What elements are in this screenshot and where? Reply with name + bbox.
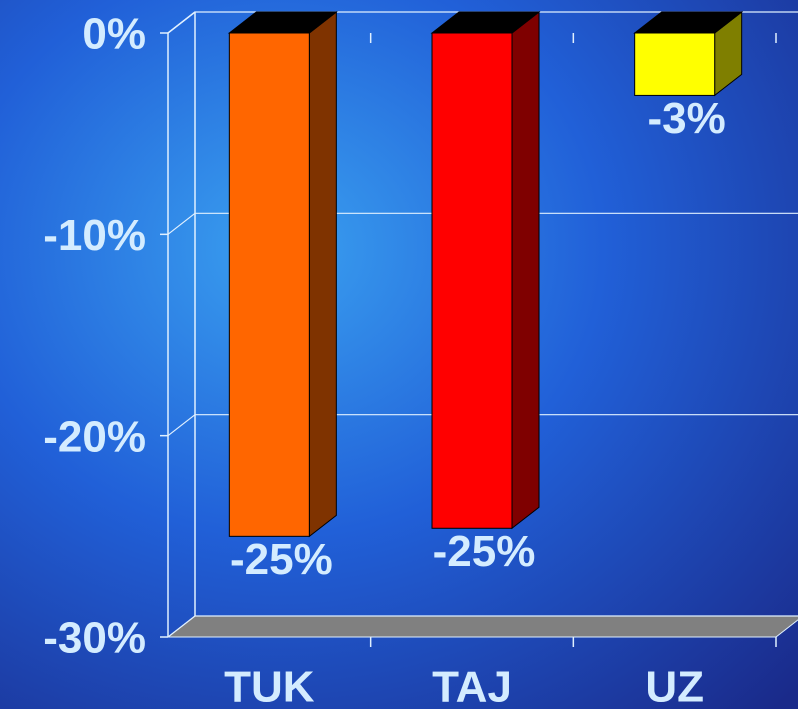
- bar: [431, 32, 513, 529]
- y-tick-label: 0%: [82, 10, 146, 59]
- y-tick-label: -10%: [43, 211, 146, 260]
- grid-line: [167, 11, 798, 34]
- y-tick-label: -30%: [43, 614, 146, 663]
- value-label: -25%: [433, 527, 536, 576]
- x-tick-label: TAJ: [432, 663, 512, 709]
- bar: [228, 32, 310, 537]
- value-label: -3%: [648, 94, 726, 143]
- x-tick-label: TUK: [224, 663, 315, 709]
- y-tick-label: -20%: [43, 412, 146, 461]
- bar-side: [511, 10, 540, 530]
- bar-side: [308, 10, 337, 538]
- grid-line: [167, 414, 798, 437]
- bar: [634, 32, 716, 96]
- x-tick-label: UZ: [645, 663, 704, 709]
- value-label: -25%: [230, 535, 333, 584]
- grid-line: [167, 615, 798, 638]
- floor: [166, 615, 798, 638]
- grid-line: [167, 212, 798, 235]
